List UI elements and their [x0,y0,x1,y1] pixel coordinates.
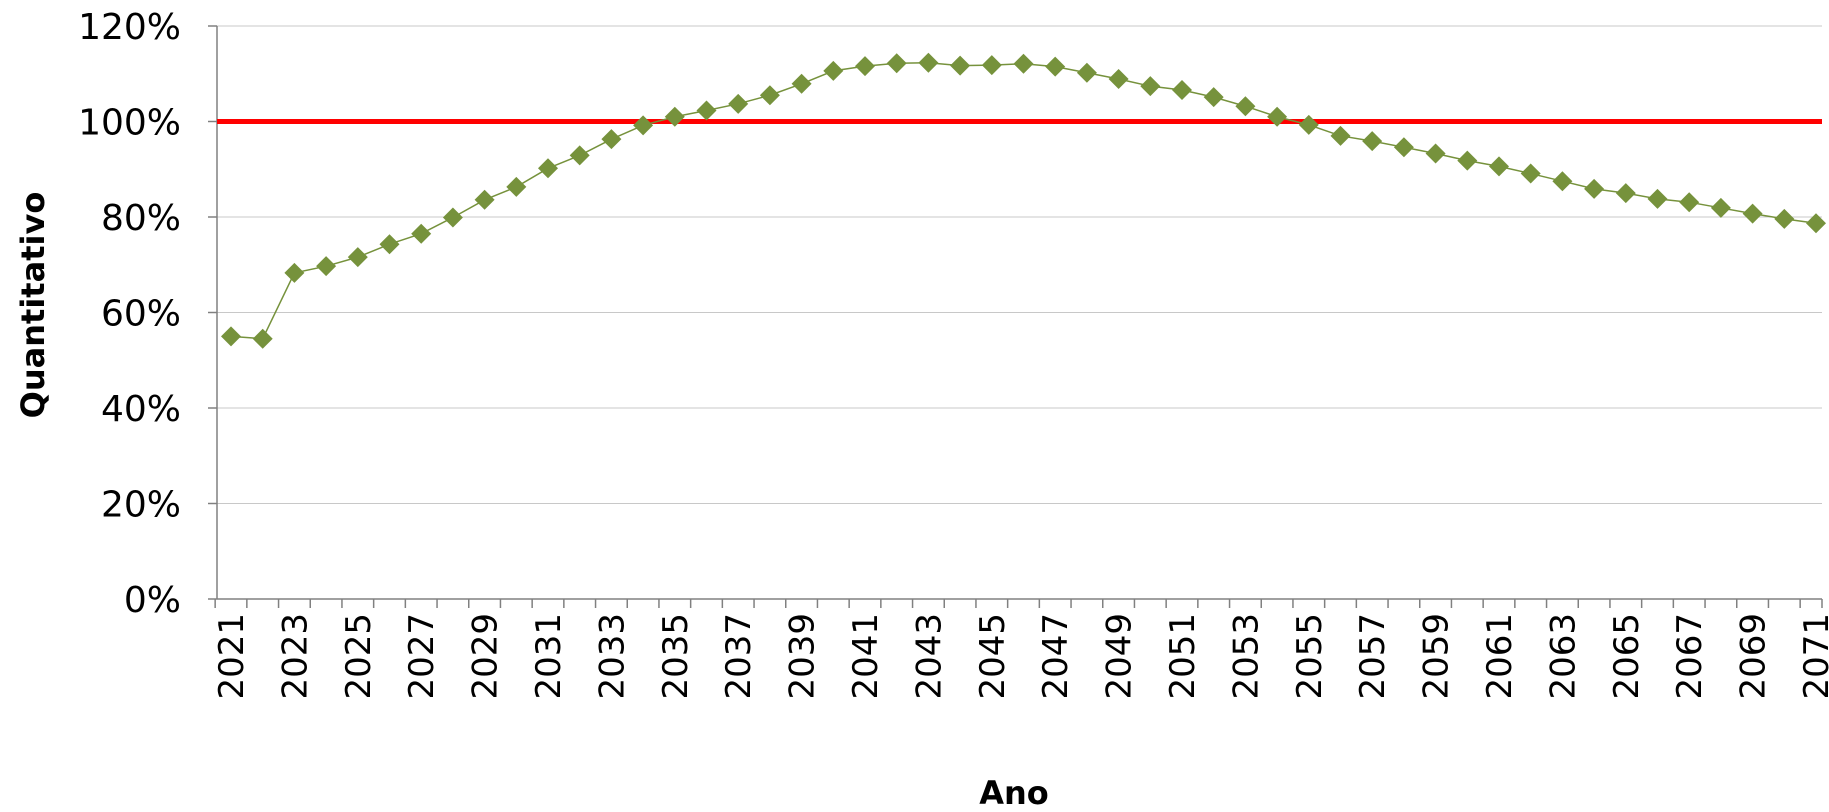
x-tick-label: 2047 [1036,613,1076,700]
y-tick-label: 80% [101,198,181,239]
x-tick-label: 2057 [1353,613,1393,700]
data-point [1742,203,1763,224]
x-tick-label: 2049 [1100,613,1140,700]
data-point [1267,106,1288,127]
grid-lines [217,25,1822,504]
data-point [1045,56,1066,77]
x-tick-label: 2045 [973,613,1013,700]
x-tick-label: 2029 [466,613,506,700]
data-point [1489,156,1509,177]
x-tick-label: 2055 [1290,613,1330,700]
data-point [347,247,368,268]
x-tick-label: 2071 [1797,613,1829,700]
x-tick-label: 2067 [1670,613,1710,700]
data-point [411,223,432,244]
data-point [1235,96,1256,117]
y-tick-label: 0% [124,580,181,621]
data-point [1520,163,1541,184]
x-tick-label: 2053 [1226,613,1266,700]
data-point [950,55,971,76]
data-point [1710,197,1731,218]
x-tick-label: 2041 [846,613,886,700]
data-point [664,106,685,127]
axes [208,25,1823,608]
data-point [823,60,844,81]
data-point [442,207,463,228]
data-point [601,129,622,150]
data-point [1362,131,1383,152]
data-point [633,115,654,136]
y-tick-label: 100% [78,103,181,144]
data-point [1615,183,1636,204]
x-tick-label: 2063 [1543,613,1583,700]
data-point [855,56,875,77]
data-point [1013,53,1034,74]
data-point [1172,79,1192,100]
data-point [1203,87,1224,108]
data-point [981,55,1002,76]
y-tick-label: 20% [101,485,181,526]
x-tick-label: 2035 [656,613,696,700]
data-point [569,145,590,166]
data-point [1108,69,1129,90]
data-point [759,85,780,106]
data-point [316,256,337,277]
data-point [474,189,495,210]
x-tick-label: 2059 [1417,613,1457,700]
x-tick-label: 2069 [1734,613,1774,700]
data-point [1647,188,1668,209]
data-point [1774,208,1795,229]
x-tick-label: 2021 [212,613,252,700]
y-tick-label: 40% [101,389,181,430]
data-point [252,328,273,349]
data-point [1584,178,1605,199]
data-point [1457,150,1478,171]
y-axis-title: Quantitativo [14,192,52,419]
data-point [1806,213,1826,234]
data-point [284,262,305,283]
x-tick-label: 2039 [783,613,823,700]
data-point [728,93,749,114]
data-point [1330,125,1351,146]
x-tick-label: 2025 [339,613,379,700]
tick-labels: 0% 20% 40% 60% 80% 100% 120% 2021 2023 2025 2027 20… [78,7,1829,700]
data-point [1425,143,1446,164]
series-line [230,62,1817,340]
data-point [918,52,939,73]
data-point [379,234,400,255]
x-tick-label: 2033 [592,613,632,700]
data-point [886,53,907,74]
data-point [1076,62,1097,83]
data-point [506,176,527,197]
y-tick-label: 60% [101,294,181,335]
x-tick-label: 2065 [1607,613,1647,700]
data-point [791,73,812,94]
data-point [1552,171,1573,192]
data-point [1393,137,1414,158]
x-axis-title: Ano [979,774,1049,812]
data-point [1679,192,1700,213]
data-point [538,158,558,179]
x-tick-label: 2061 [1480,613,1520,700]
x-tick-label: 2037 [719,613,759,700]
x-tick-label: 2031 [529,613,569,700]
data-point [1140,76,1161,97]
data-point [696,100,717,121]
series-group [221,52,1826,349]
x-tick-label: 2051 [1163,613,1203,700]
x-tick-label: 2023 [275,613,315,700]
x-tick-label: 2043 [909,613,949,700]
data-point [1298,114,1319,135]
data-point [221,326,241,347]
y-tick-label: 120% [78,7,181,48]
x-tick-label: 2027 [402,613,442,700]
